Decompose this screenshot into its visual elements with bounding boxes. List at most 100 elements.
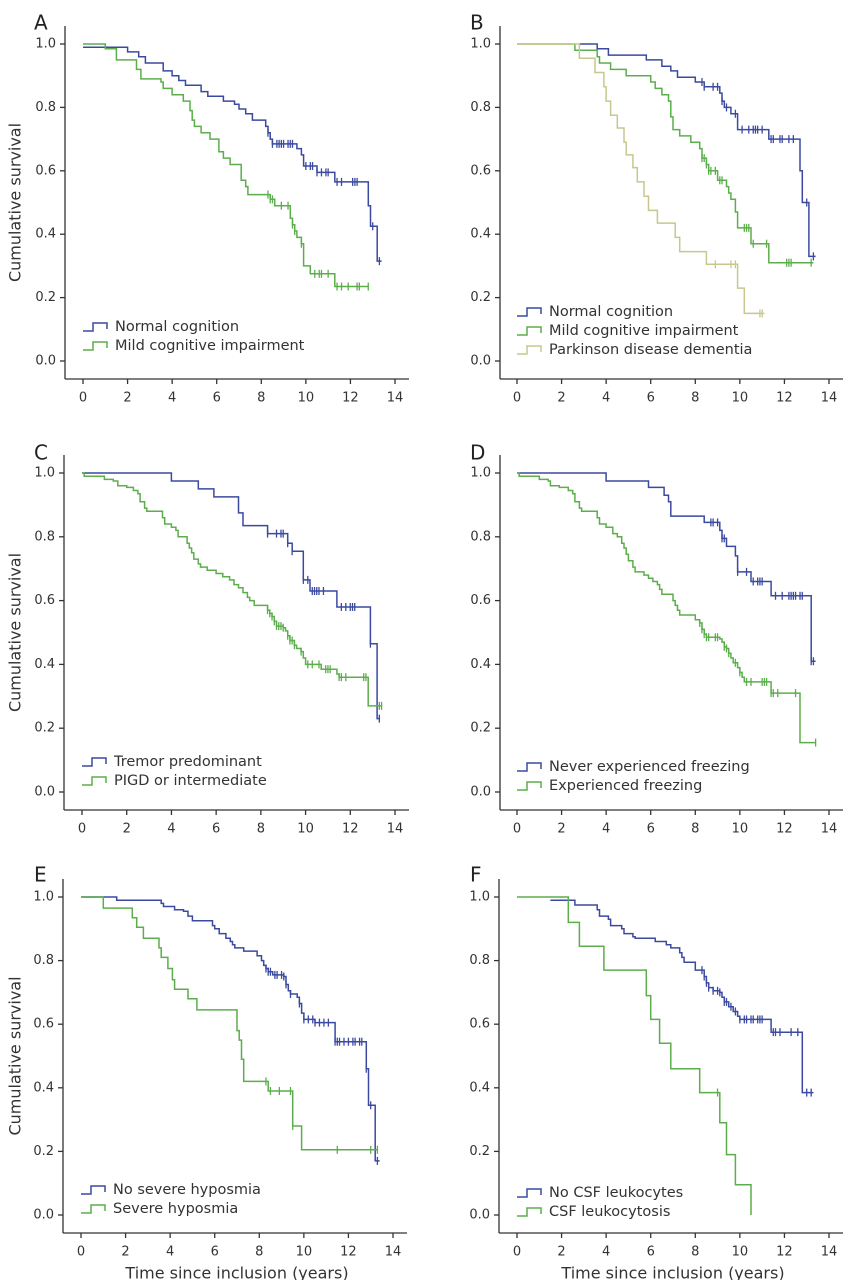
y-tick-label: 1.0	[469, 890, 490, 905]
y-axis-title: Cumulative survival	[6, 553, 25, 712]
x-tick-label: 8	[691, 391, 699, 406]
y-tick-label: 0.0	[469, 1208, 490, 1223]
x-tick-label: 14	[821, 822, 838, 837]
x-tick-label: 12	[776, 1245, 793, 1260]
y-tick-label: 0.8	[34, 529, 55, 544]
y-axis-title: Cumulative survival	[6, 123, 25, 282]
legend-item: Mild cognitive impairment	[83, 338, 305, 354]
legend-item: CSF leukocytosis	[517, 1204, 670, 1220]
y-tick-label: 1.0	[34, 466, 55, 481]
panel-letter: A	[34, 11, 48, 35]
y-tick-label: 0.6	[35, 163, 56, 178]
x-tick-label: 10	[732, 391, 749, 406]
legend-label: PIGD or intermediate	[114, 773, 267, 789]
y-tick-label: 0.2	[35, 290, 56, 305]
survival-curve	[517, 896, 752, 1215]
series-parkinson-disease-dementia	[517, 43, 765, 318]
survival-curve	[517, 472, 816, 662]
y-tick-label: 0.6	[470, 593, 491, 608]
y-tick-label: 1.0	[35, 37, 56, 52]
legend-swatch-icon	[517, 781, 542, 791]
x-tick-label: 8	[691, 1245, 699, 1260]
y-tick-label: 0.0	[470, 354, 491, 369]
x-tick-label: 0	[513, 391, 521, 406]
y-tick-label: 0.4	[35, 227, 56, 242]
x-tick-label: 0	[513, 1245, 521, 1260]
y-tick-label: 0.8	[35, 100, 56, 115]
y-tick-label: 0.0	[33, 1208, 54, 1223]
x-tick-label: 6	[212, 822, 220, 837]
x-tick-label: 2	[557, 822, 565, 837]
survival-curve	[517, 472, 816, 744]
legend-swatch-icon	[517, 307, 542, 317]
y-tick-label: 0.6	[470, 163, 491, 178]
legend-label: Experienced freezing	[549, 778, 702, 794]
y-tick-label: 0.2	[34, 721, 55, 736]
legend-item: Mild cognitive impairment	[517, 323, 739, 339]
legend-swatch-icon	[517, 1207, 542, 1217]
x-tick-label: 4	[166, 1245, 174, 1260]
y-tick-label: 0.2	[470, 290, 491, 305]
y-tick-label: 0.2	[469, 1144, 490, 1159]
x-tick-label: 6	[211, 1245, 219, 1260]
x-tick-label: 14	[821, 391, 838, 406]
x-tick-label: 12	[342, 391, 359, 406]
x-tick-label: 0	[78, 822, 86, 837]
legend-item: Parkinson disease dementia	[517, 342, 752, 358]
y-tick-label: 0.6	[33, 1017, 54, 1032]
legend-label: Mild cognitive impairment	[549, 323, 739, 339]
legend-swatch-icon	[83, 341, 108, 351]
panel-letter: F	[470, 863, 482, 887]
x-tick-label: 6	[647, 1245, 655, 1260]
series-mild-cognitive-impairment	[517, 43, 814, 267]
y-tick-label: 0.2	[33, 1144, 54, 1159]
x-tick-label: 0	[79, 391, 87, 406]
x-tick-label: 8	[691, 822, 699, 837]
survival-curve	[82, 472, 380, 720]
legend-swatch-icon	[83, 322, 108, 332]
x-tick-label: 12	[340, 1245, 357, 1260]
y-axis-title: Cumulative survival	[6, 976, 25, 1135]
series-severe-hyposmia	[81, 896, 379, 1154]
panel-d: D 0.0 0.2 0.4 0.6 0.8 1.0 0 2 4 6 8 10 12 14 Never expe…	[470, 441, 843, 837]
series-never-experienced-freezing	[517, 472, 816, 666]
x-tick-label: 14	[821, 1245, 838, 1260]
legend-item: Never experienced freezing	[517, 759, 750, 775]
series-mild-cognitive-impairment	[83, 43, 369, 291]
y-tick-label: 0.0	[35, 354, 56, 369]
y-tick-label: 0.8	[470, 529, 491, 544]
y-tick-label: 0.2	[470, 721, 491, 736]
legend-item: Tremor predominant	[82, 754, 262, 770]
x-tick-label: 4	[602, 391, 610, 406]
y-tick-label: 0.4	[469, 1080, 490, 1095]
panel-letter: B	[470, 11, 484, 35]
legend-label: No CSF leukocytes	[549, 1185, 683, 1201]
y-tick-label: 0.4	[34, 657, 55, 672]
legend-swatch-icon	[81, 1204, 106, 1214]
x-tick-label: 12	[776, 822, 793, 837]
legend-label: Severe hyposmia	[113, 1201, 238, 1217]
x-tick-label: 4	[168, 391, 176, 406]
legend-label: CSF leukocytosis	[549, 1204, 670, 1220]
panel-c: C 0.0 0.2 0.4 0.6 0.8 1.0 0 2 4 6 8 10 12 14 Cumulative…	[6, 441, 409, 837]
survival-curve	[81, 896, 380, 1162]
x-tick-label: 14	[385, 1245, 402, 1260]
y-tick-label: 0.6	[34, 593, 55, 608]
legend-item: No CSF leukocytes	[517, 1185, 683, 1201]
panel-b: B 0.0 0.2 0.4 0.6 0.8 1.0 0 2 4 6 8 10 12 14 Normal cog…	[470, 11, 843, 406]
y-tick-label: 0.6	[469, 1017, 490, 1032]
series-no-csf-leukocytes	[550, 899, 814, 1097]
legend-label: Tremor predominant	[113, 754, 262, 770]
y-tick-label: 0.4	[470, 227, 491, 242]
legend-label: Never experienced freezing	[549, 759, 750, 775]
series-pigd-or-intermediate	[82, 472, 383, 710]
x-tick-label: 2	[123, 822, 131, 837]
legend-swatch-icon	[517, 326, 542, 336]
x-tick-label: 14	[387, 822, 404, 837]
x-tick-label: 2	[123, 391, 131, 406]
x-tick-label: 8	[257, 391, 265, 406]
legend-item: Normal cognition	[83, 319, 239, 335]
panel-a: A 0.0 0.2 0.4 0.6 0.8 1.0 0 2 4 6 8 10 12 14 Cumulative…	[6, 11, 409, 406]
x-tick-label: 10	[296, 1245, 313, 1260]
